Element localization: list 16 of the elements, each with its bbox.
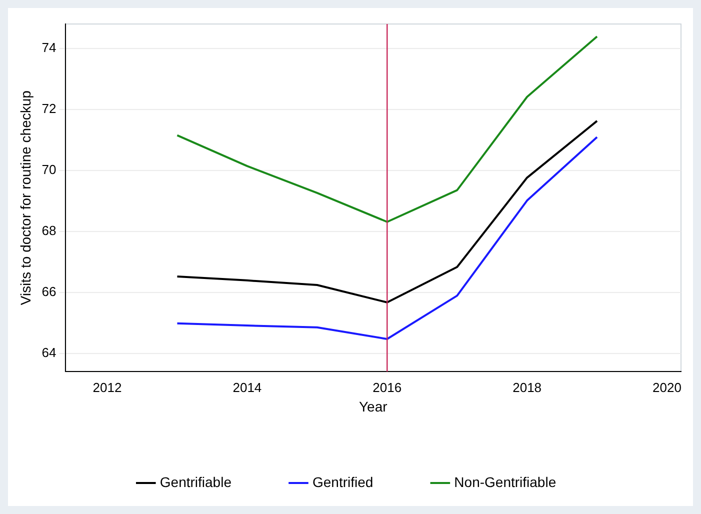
x-tick-label: 2020 bbox=[652, 380, 682, 395]
y-tick-label: 70 bbox=[42, 162, 56, 177]
y-tick-label: 74 bbox=[42, 40, 56, 55]
legend-label: Gentrifiable bbox=[160, 474, 232, 490]
x-tick-label: 2014 bbox=[232, 380, 262, 395]
y-tick-label: 72 bbox=[42, 100, 56, 116]
y-tick-label: 66 bbox=[42, 284, 56, 299]
x-tick-label: 2018 bbox=[512, 380, 542, 395]
y-axis-title: Visits to doctor for routine checkup bbox=[17, 90, 34, 306]
y-tick-label: 68 bbox=[42, 222, 56, 238]
y-tick-label: 64 bbox=[42, 344, 56, 360]
legend-label: Gentrified bbox=[312, 474, 374, 490]
x-tick-label: 2012 bbox=[92, 380, 122, 395]
x-tick-label: 2016 bbox=[372, 380, 402, 395]
x-axis-title: Year bbox=[358, 398, 388, 414]
legend-label: Non-Gentrifiable bbox=[454, 474, 556, 490]
